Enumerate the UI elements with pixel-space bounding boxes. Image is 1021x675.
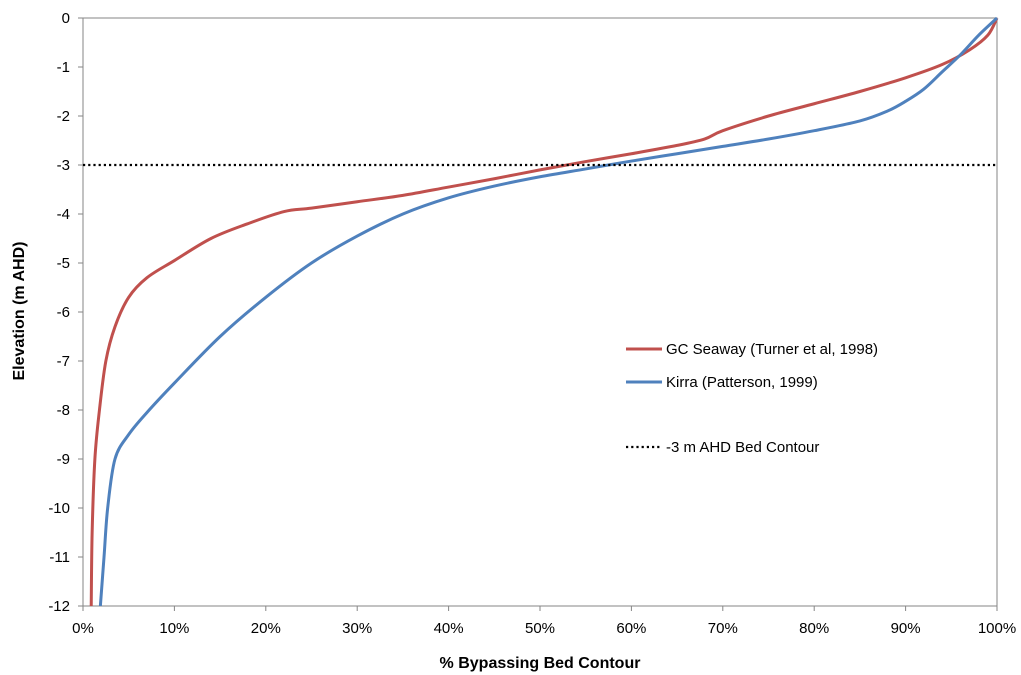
- series-layer: [83, 16, 999, 607]
- x-tick-label: 10%: [159, 620, 189, 637]
- series-line-1: [89, 17, 999, 607]
- x-tick-label: 20%: [251, 620, 281, 637]
- y-tick-label: -7: [57, 353, 70, 370]
- x-axis-title: % Bypassing Bed Contour: [440, 655, 641, 672]
- x-tick-label: 90%: [891, 620, 921, 637]
- x-tick-label: 40%: [434, 620, 464, 637]
- legend-label-2: Kirra (Patterson, 1999): [666, 374, 818, 391]
- x-tick-label: 70%: [708, 620, 738, 637]
- legend: GC Seaway (Turner et al, 1998) Kirra (Pat…: [626, 341, 878, 456]
- y-tick-label: -3: [57, 157, 70, 174]
- series-line-2: [98, 16, 999, 607]
- y-tick-label: -9: [57, 451, 70, 468]
- x-tick-label: 0%: [72, 620, 94, 637]
- y-tick-label: -1: [57, 59, 70, 76]
- y-tick-label: -6: [57, 304, 70, 321]
- y-tick-label: -8: [57, 402, 70, 419]
- legend-label-3: -3 m AHD Bed Contour: [666, 439, 819, 456]
- y-tick-label: 0: [62, 10, 70, 27]
- y-tick-label: -2: [57, 108, 70, 125]
- x-tick-label: 30%: [342, 620, 372, 637]
- y-tick-label: -4: [57, 206, 70, 223]
- axes: 0 -1 -2 -3 -4 -5 -6 -7 -8 -9 -10 -11 -120% 10% 20% 30% 4…: [48, 10, 1016, 637]
- y-tick-label: -12: [48, 598, 70, 615]
- y-tick-label: -10: [48, 500, 70, 517]
- x-tick-label: 80%: [799, 620, 829, 637]
- x-tick-label: 60%: [616, 620, 646, 637]
- x-tick-label: 50%: [525, 620, 555, 637]
- y-axis-title: Elevation (m AHD): [11, 242, 28, 381]
- y-tick-label: -11: [49, 549, 70, 566]
- x-tick-label: 100%: [978, 620, 1016, 637]
- y-tick-label: -5: [57, 255, 70, 272]
- legend-label-1: GC Seaway (Turner et al, 1998): [666, 341, 878, 358]
